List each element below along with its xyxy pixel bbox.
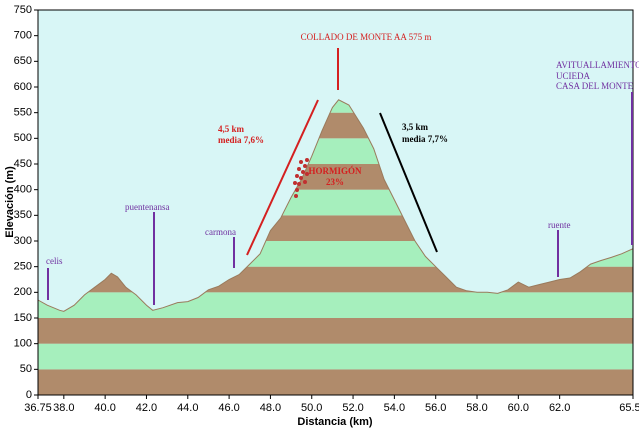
annotation: carmona bbox=[205, 227, 236, 237]
y-tick-label: 550 bbox=[14, 107, 32, 119]
x-tick-label: 42.0 bbox=[136, 402, 157, 414]
y-tick-label: 300 bbox=[14, 235, 32, 247]
x-tick-label: 40.0 bbox=[94, 402, 115, 414]
terrain-band bbox=[38, 369, 633, 395]
annotation: HORMIGÓN bbox=[309, 166, 362, 176]
x-tick-label: 36.75 bbox=[24, 402, 52, 414]
x-tick-label: 38.0 bbox=[53, 402, 74, 414]
slope-line bbox=[379, 112, 438, 253]
annotation: CASA DEL MONTE bbox=[556, 81, 634, 91]
concrete-dots bbox=[293, 158, 309, 198]
y-tick-label: 50 bbox=[20, 363, 32, 375]
terrain-band bbox=[38, 292, 633, 318]
y-tick-label: 600 bbox=[14, 81, 32, 93]
x-tick-label: 46.0 bbox=[218, 402, 239, 414]
annotation: puentenansa bbox=[125, 202, 169, 212]
x-tick-label: 44.0 bbox=[177, 402, 198, 414]
x-axis-title: Distancia (km) bbox=[297, 416, 373, 428]
y-tick-label: 700 bbox=[14, 30, 32, 42]
annotation: AVITUALLAMIENTO bbox=[556, 60, 639, 70]
x-tick-label: 52.0 bbox=[342, 402, 363, 414]
slope-line bbox=[246, 99, 319, 256]
x-tick-label: 60.0 bbox=[508, 402, 529, 414]
annotation: COLLADO DE MONTE AA 575 m bbox=[301, 32, 432, 42]
x-tick-label: 54.0 bbox=[384, 402, 405, 414]
terrain-band bbox=[38, 318, 633, 344]
x-tick-label: 50.0 bbox=[301, 402, 322, 414]
annotation: media 7,6% bbox=[218, 135, 264, 145]
x-tick-label: 58.0 bbox=[466, 402, 487, 414]
y-tick-label: 400 bbox=[14, 184, 32, 196]
annotation: 3,5 km bbox=[402, 122, 429, 132]
annotation: 4,5 km bbox=[218, 124, 245, 134]
y-axis-title: Elevación (m) bbox=[4, 166, 16, 238]
x-tick-label: 62.0 bbox=[549, 402, 570, 414]
y-tick-label: 450 bbox=[14, 158, 32, 170]
y-tick-label: 350 bbox=[14, 209, 32, 221]
y-tick-label: 200 bbox=[14, 286, 32, 298]
annotation: UCIEDA bbox=[556, 71, 590, 81]
profile-line bbox=[37, 99, 634, 312]
x-tick-label: 65.55 bbox=[619, 402, 639, 414]
y-tick-label: 500 bbox=[14, 132, 32, 144]
y-tick-label: 0 bbox=[26, 389, 32, 401]
y-tick-label: 250 bbox=[14, 261, 32, 273]
y-tick-label: 100 bbox=[14, 338, 32, 350]
annotation: media 7,7% bbox=[402, 134, 448, 144]
y-tick-label: 150 bbox=[14, 312, 32, 324]
annotation: ruente bbox=[548, 220, 571, 230]
annotation: celis bbox=[46, 256, 63, 266]
x-tick-label: 48.0 bbox=[260, 402, 281, 414]
terrain-band bbox=[38, 343, 633, 370]
annotation: 23% bbox=[326, 177, 344, 187]
y-tick-label: 650 bbox=[14, 55, 32, 67]
x-tick-label: 56.0 bbox=[425, 402, 446, 414]
y-tick-label: 750 bbox=[14, 4, 32, 16]
